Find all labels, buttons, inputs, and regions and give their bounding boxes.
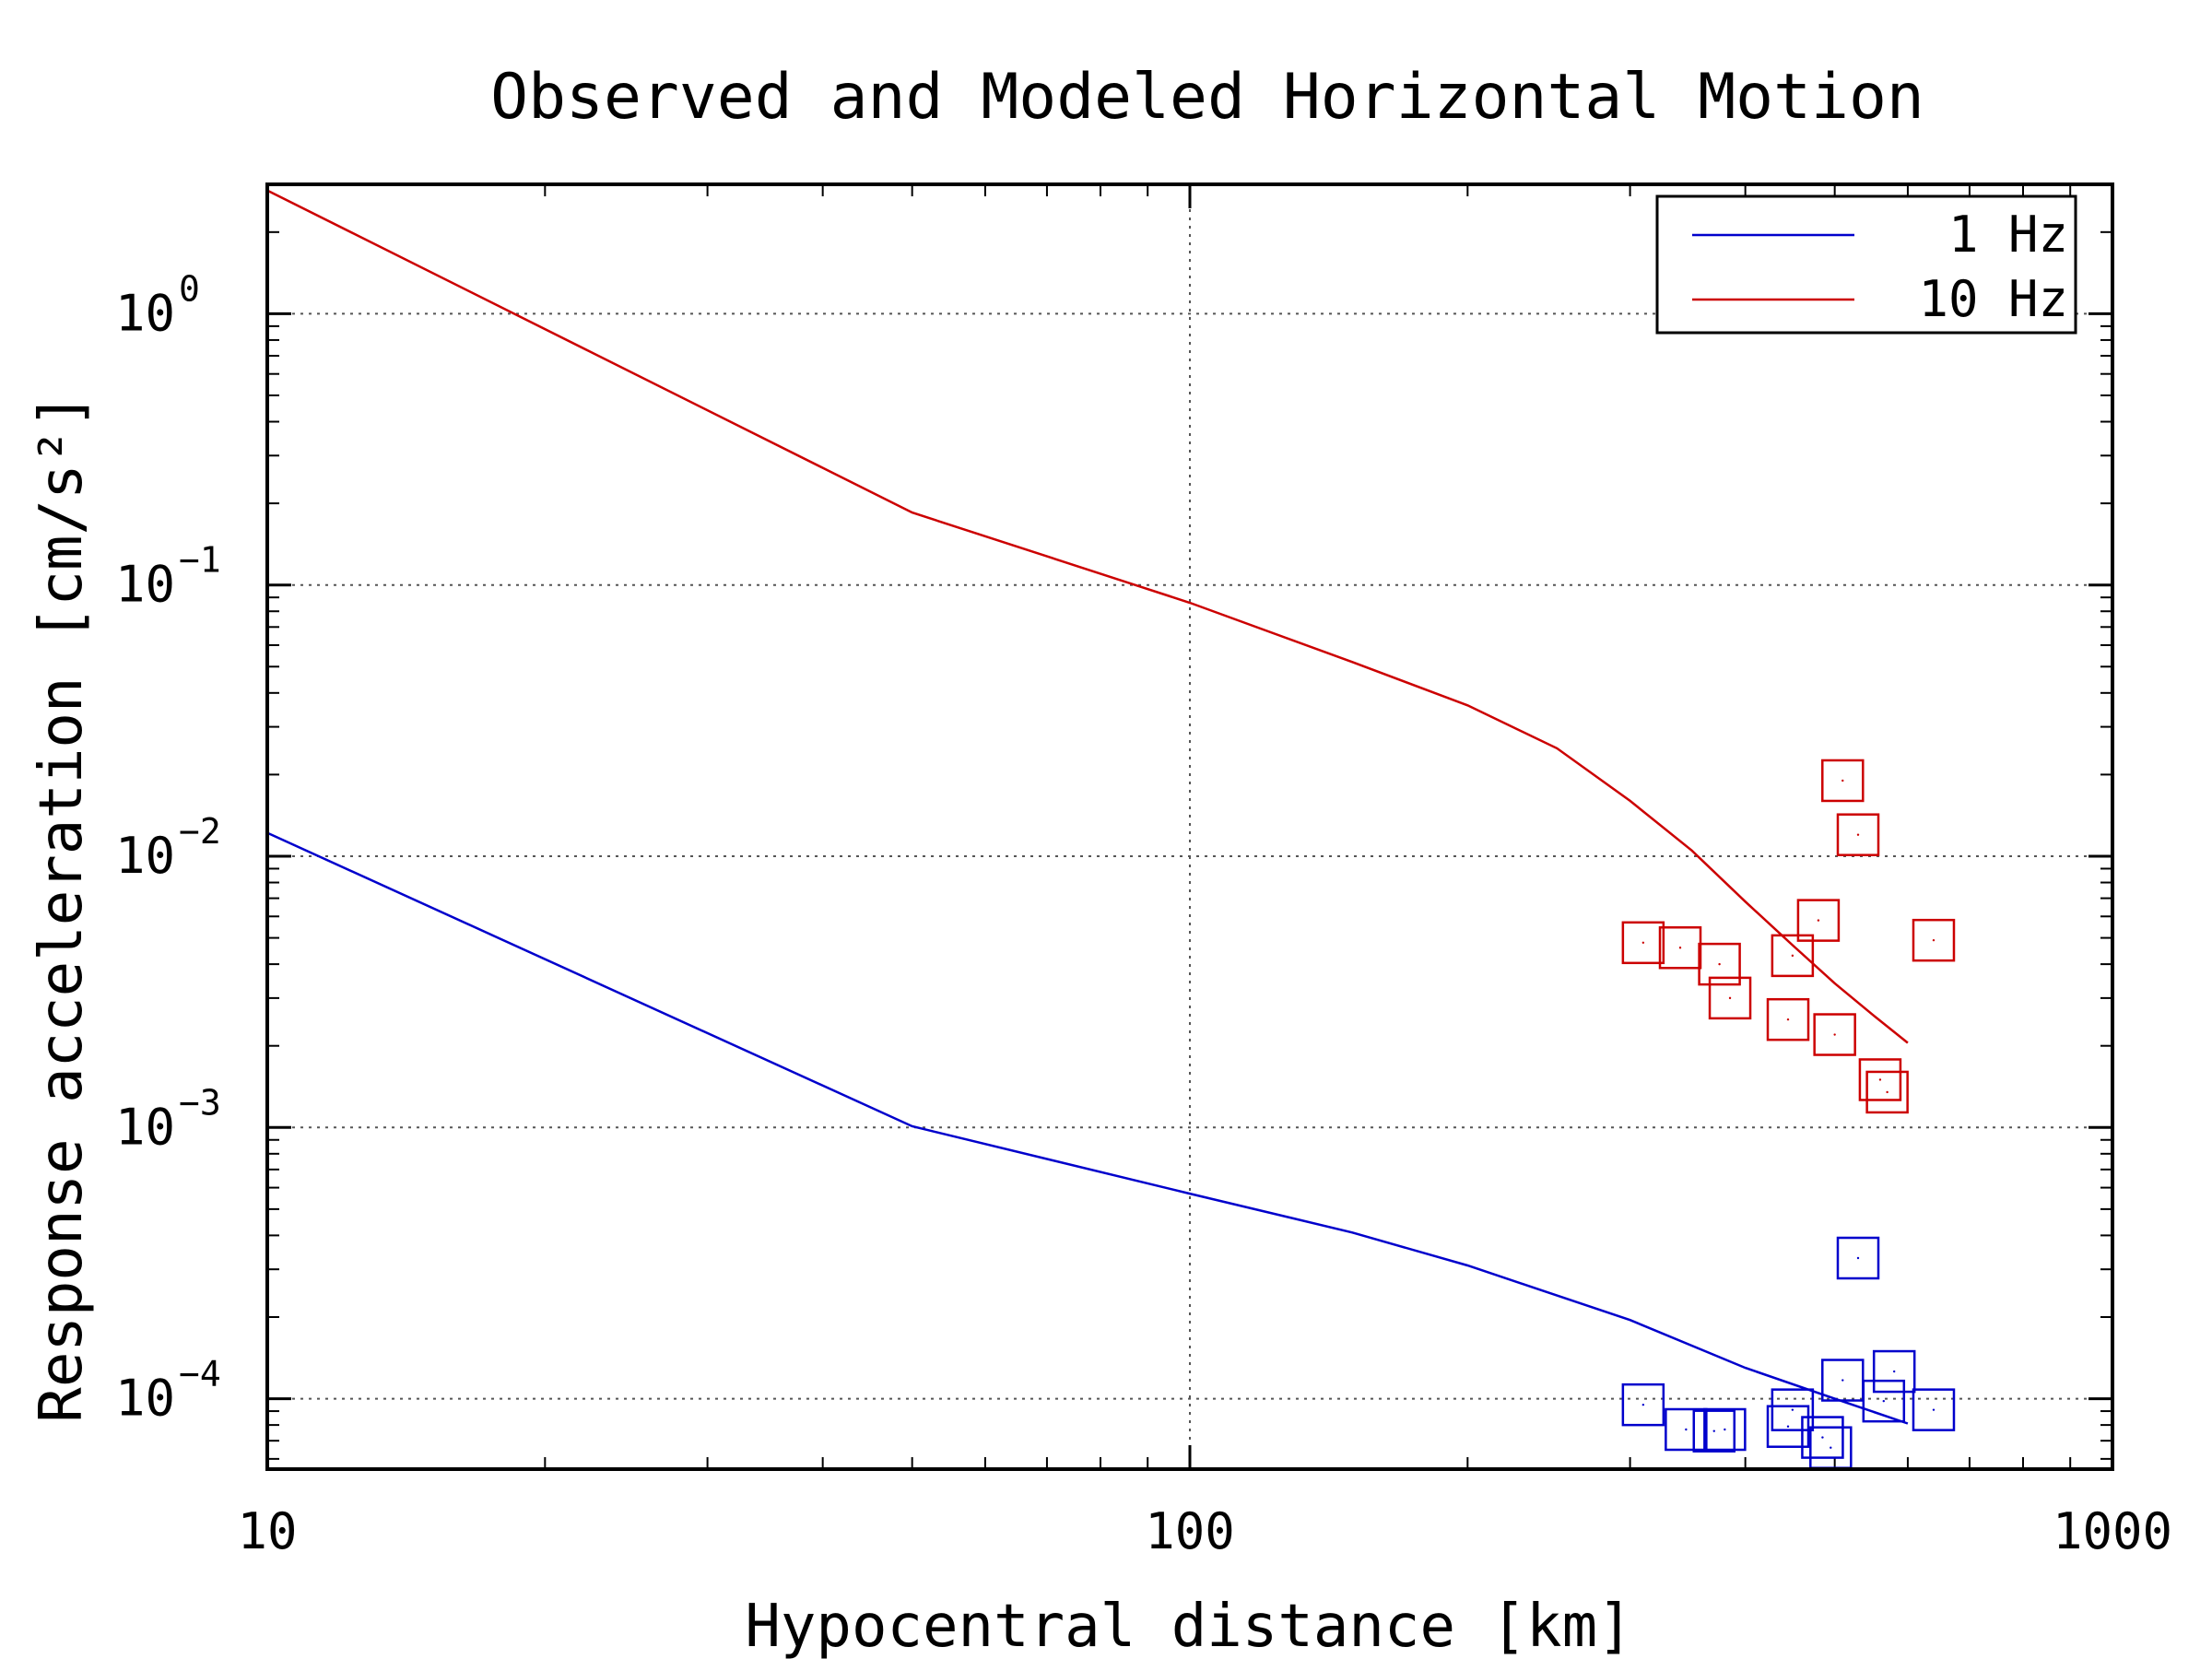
- data-point-marker: [1912, 918, 1956, 962]
- y-tick-label: 10: [115, 827, 175, 885]
- data-point-dot: [1841, 1379, 1844, 1382]
- y-tick-exponent: −3: [179, 1082, 221, 1123]
- data-point-dot: [1932, 938, 1936, 942]
- x-tick-label: 100: [1145, 1502, 1235, 1560]
- series-layer: [266, 189, 1956, 1469]
- data-point-dot: [1882, 1399, 1886, 1403]
- data-point-dot: [1830, 1446, 1832, 1449]
- data-point-dot: [1791, 954, 1794, 958]
- data-point-marker: [1621, 1382, 1665, 1427]
- data-point-dot: [1786, 1018, 1790, 1021]
- y-tick-label: 10: [115, 1370, 175, 1428]
- data-point-marker: [1836, 1236, 1880, 1280]
- y-tick-label: 10: [115, 1098, 175, 1156]
- data-point-marker: [1858, 1058, 1902, 1101]
- data-point-marker: [1796, 899, 1841, 942]
- data-point-marker: [1771, 934, 1815, 978]
- data-point-dot: [1892, 1370, 1896, 1373]
- series-line-1: [266, 189, 1909, 1044]
- data-point-dot: [1791, 1408, 1794, 1411]
- data-point-dot: [1641, 941, 1645, 945]
- x-axis-label: Hypocentral distance [km]: [745, 1593, 1632, 1659]
- x-tick-label: 1000: [2053, 1502, 2172, 1560]
- data-point-marker: [1771, 1388, 1815, 1431]
- data-point-dot: [1712, 1430, 1715, 1432]
- data-point-dot: [1678, 947, 1682, 949]
- y-axis-label: Response acceleration [cm/s²]: [28, 393, 96, 1422]
- data-point-dot: [1718, 962, 1721, 966]
- data-point-dot: [1856, 1256, 1860, 1260]
- data-point-marker: [1692, 1409, 1736, 1453]
- data-point-dot: [1728, 996, 1732, 1000]
- data-point-marker: [1872, 1349, 1916, 1394]
- data-point-dot: [1817, 919, 1820, 922]
- legend-label: 10 Hz: [1918, 270, 2068, 328]
- data-point-marker: [1912, 1388, 1956, 1431]
- data-point-dot: [1833, 1033, 1836, 1036]
- data-point-dot: [1856, 833, 1860, 836]
- y-tick-exponent: −2: [179, 811, 221, 852]
- y-tick-label: 10: [115, 556, 175, 614]
- data-point-marker: [1621, 921, 1665, 965]
- y-tick-exponent: 0: [179, 268, 200, 309]
- data-point-dot: [1786, 1425, 1790, 1428]
- y-tick-exponent: −1: [179, 540, 221, 581]
- chart-title: Observed and Modeled Horizontal Motion: [490, 61, 1924, 134]
- data-point-dot: [1841, 779, 1844, 782]
- data-point-marker: [1658, 926, 1702, 970]
- y-tick-exponent: −4: [179, 1354, 221, 1394]
- y-tick-label: 10: [115, 284, 175, 342]
- data-point-dot: [1886, 1090, 1888, 1094]
- data-point-dot: [1685, 1428, 1688, 1431]
- data-point-dot: [1641, 1403, 1645, 1406]
- data-point-marker: [1813, 1013, 1856, 1056]
- data-point-marker: [1708, 976, 1752, 1020]
- data-point-dot: [1878, 1078, 1882, 1081]
- data-point-marker: [1766, 1405, 1810, 1448]
- data-point-marker: [1801, 1416, 1844, 1459]
- minor-ticks: [267, 184, 2112, 1469]
- data-point-marker: [1836, 813, 1880, 856]
- data-point-marker: [1821, 759, 1865, 803]
- legend-box: [1655, 194, 2077, 335]
- data-point-marker: [1665, 1407, 1708, 1452]
- data-point-dot: [1821, 1436, 1824, 1439]
- data-point-marker: [1865, 1070, 1909, 1114]
- legend: 1 Hz 10 Hz: [1655, 194, 2077, 335]
- data-point-marker: [1766, 997, 1810, 1041]
- data-point-marker: [1698, 942, 1741, 986]
- data-point-marker: [1862, 1379, 1906, 1423]
- data-point-dot: [1932, 1408, 1936, 1411]
- grid-lines: [267, 184, 2112, 1469]
- data-point-marker: [1703, 1407, 1747, 1452]
- legend-label: 1 Hz: [1948, 206, 2068, 264]
- data-point-dot: [1724, 1428, 1726, 1431]
- x-axis-ticks: 10 100 1000: [237, 184, 2172, 1560]
- x-tick-label: 10: [237, 1502, 297, 1560]
